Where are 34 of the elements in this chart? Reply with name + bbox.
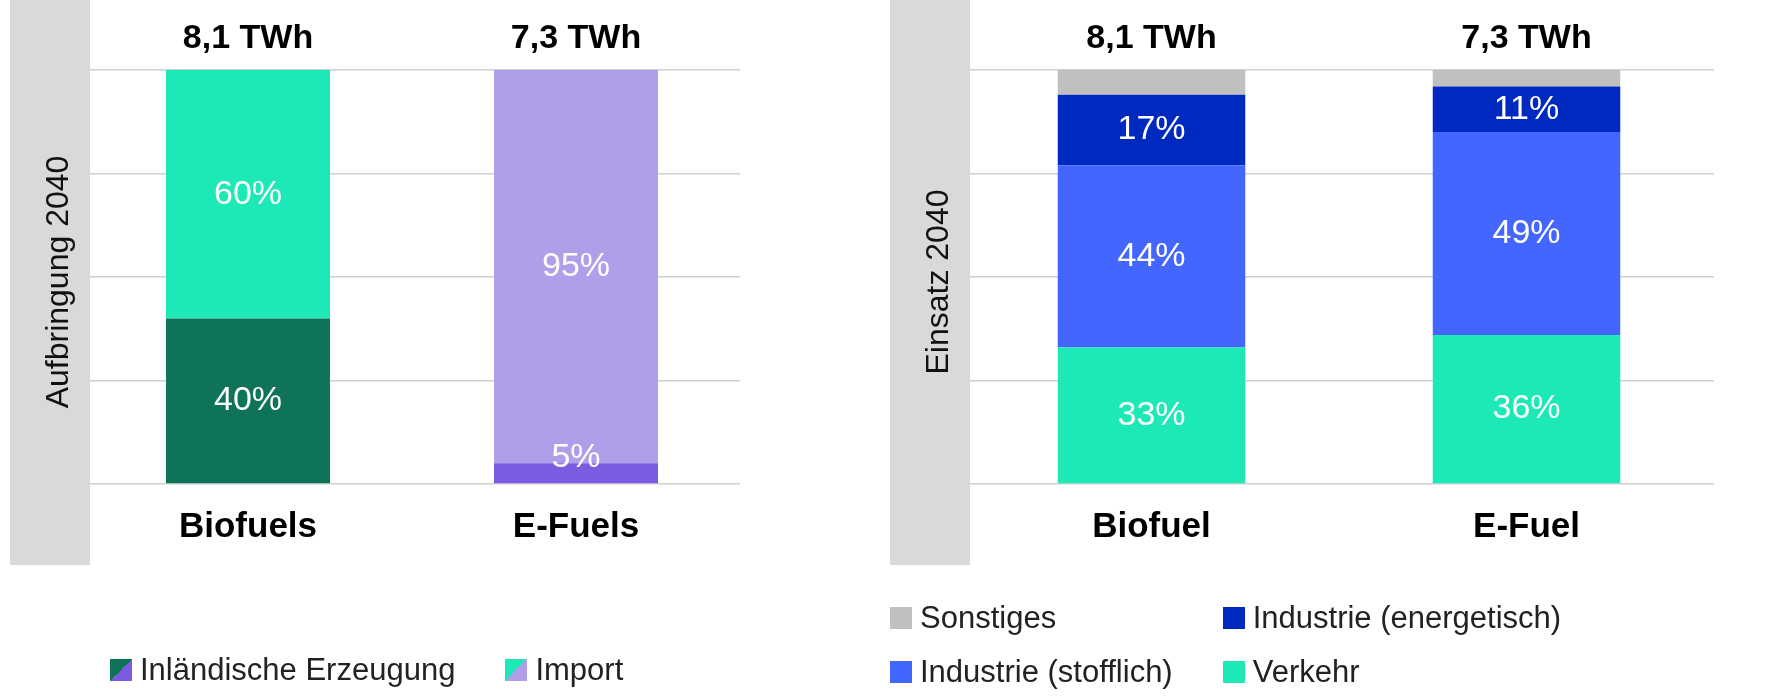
data-label: 36%: [1492, 387, 1561, 426]
bar: [1432, 86, 1621, 133]
bar: [1432, 334, 1621, 484]
text: 8,1 TWh: [182, 17, 314, 56]
data-label: 44%: [1117, 234, 1186, 273]
data-label: 40%: [213, 379, 283, 418]
text: 7,3 TWh: [510, 17, 642, 56]
legend-label: Industrie (stofflich): [920, 654, 1173, 690]
bar: [1432, 70, 1621, 87]
bar: [1057, 165, 1246, 348]
legend-label: Inländische Erzeugung: [140, 652, 456, 688]
data-label: 33%: [1117, 393, 1186, 432]
x-tick-label: E-Fuels: [512, 504, 640, 544]
y-axis-title: Einsatz 2040: [919, 189, 956, 375]
legend-label: Sonstiges: [920, 600, 1057, 636]
text: 8,1 TWh: [1086, 17, 1217, 56]
data-label: 17%: [1117, 108, 1186, 147]
bar: [1057, 70, 1246, 95]
data-label: 5%: [551, 435, 601, 474]
legend-label: Verkehr: [1252, 654, 1360, 690]
legend-label: Industrie (energetisch): [1252, 600, 1562, 636]
text: 7,3 TWh: [1461, 17, 1592, 56]
bar: [1057, 94, 1246, 166]
x-tick-label: Biofuel: [1092, 504, 1211, 544]
data-label: 49%: [1492, 211, 1561, 250]
bar: [1057, 347, 1246, 484]
x-tick-label: Biofuels: [178, 504, 318, 544]
x-tick-label: E-Fuel: [1473, 504, 1580, 544]
data-label: 95%: [541, 245, 611, 284]
y-axis-title: Aufbringung 2040: [39, 155, 76, 409]
bar: [1432, 132, 1621, 335]
data-label: 60%: [213, 172, 283, 211]
legend-label: Import: [535, 652, 624, 688]
data-label: 11%: [1493, 87, 1560, 126]
